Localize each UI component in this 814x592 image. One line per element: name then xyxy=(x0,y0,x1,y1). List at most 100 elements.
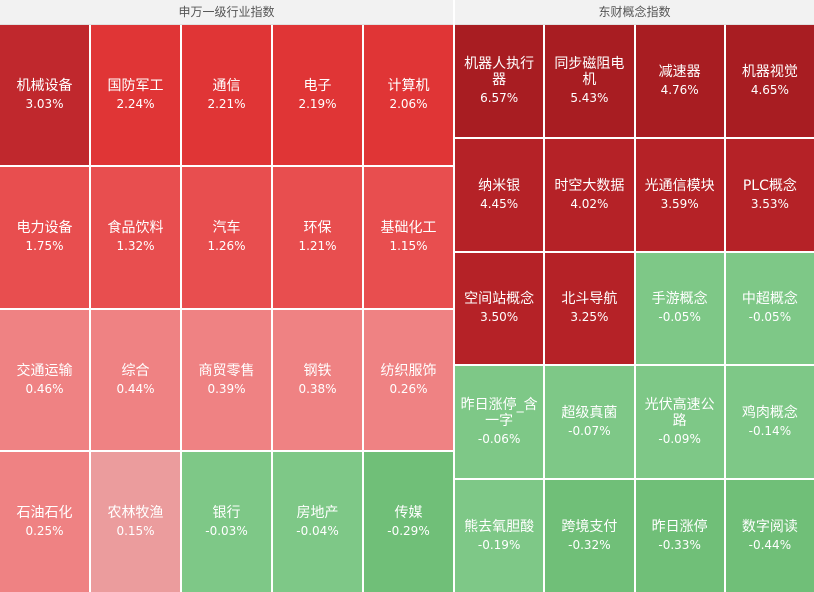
cell-change-percent: -0.32% xyxy=(568,538,611,553)
cell-name: PLC概念 xyxy=(742,177,797,194)
heatmap-cell[interactable]: 鸡肉概念 -0.14% xyxy=(725,366,814,479)
heatmap-cell[interactable]: 基础化工 1.15% xyxy=(364,167,453,308)
heatmap-cell[interactable]: 农林牧渔 0.15% xyxy=(91,451,180,592)
heatmap-cell[interactable]: 商贸零售 0.39% xyxy=(182,309,271,450)
cell-change-percent: 3.59% xyxy=(660,196,699,211)
heatmap-cell[interactable]: 通信 2.21% xyxy=(182,25,271,166)
cell-name: 通信 xyxy=(212,78,241,95)
heatmap-cell[interactable]: 传媒 -0.29% xyxy=(364,451,453,592)
cell-name: 数字阅读 xyxy=(741,519,798,536)
cell-name: 同步磁阻电机 xyxy=(554,55,625,88)
cell-change-percent: -0.07% xyxy=(568,424,611,439)
cell-change-percent: 4.45% xyxy=(480,196,519,211)
cell-name: 空间站概念 xyxy=(464,291,535,308)
cell-name: 光伏高速公路 xyxy=(644,397,715,430)
cell-change-percent: -0.03% xyxy=(205,523,248,538)
cell-change-percent: -0.44% xyxy=(748,538,792,553)
cell-name: 国防军工 xyxy=(107,78,164,95)
cell-change-percent: 1.21% xyxy=(298,239,337,254)
cell-change-percent: -0.05% xyxy=(748,310,792,325)
cell-name: 基础化工 xyxy=(380,220,437,237)
heatmap-cell[interactable]: 综合 0.44% xyxy=(91,309,180,450)
cell-name: 昨日涨停_含一字 xyxy=(460,397,538,430)
heatmap-cell[interactable]: 机械设备 3.03% xyxy=(0,25,89,166)
cell-name: 纺织服饰 xyxy=(380,362,437,379)
heatmap-cell[interactable]: 机器人执行器 6.57% xyxy=(455,25,544,137)
cell-name: 计算机 xyxy=(387,78,430,95)
cell-name: 机器人执行器 xyxy=(464,55,535,88)
cell-name: 农林牧渔 xyxy=(107,504,164,521)
cell-change-percent: 2.06% xyxy=(389,97,428,112)
heatmap-cell[interactable]: 空间站概念 3.50% xyxy=(455,252,544,365)
cell-name: 汽车 xyxy=(212,220,241,237)
heatmap-cell[interactable]: 减速器 4.76% xyxy=(635,25,724,137)
sw-industry-heatmap: 机械设备 3.03% 国防军工 2.24% 通信 2.21% 电子 2.19% 计算机 2.06%… xyxy=(0,25,453,592)
cell-change-percent: 3.50% xyxy=(480,310,519,325)
cell-change-percent: -0.19% xyxy=(477,538,521,553)
heatmap-cell[interactable]: 电子 2.19% xyxy=(273,25,362,166)
heatmap-cell[interactable]: 超级真菌 -0.07% xyxy=(545,366,634,479)
cell-change-percent: 0.46% xyxy=(25,381,64,396)
cell-name: 中超概念 xyxy=(741,291,798,308)
heatmap-cell[interactable]: 光伏高速公路 -0.09% xyxy=(635,366,724,479)
cell-change-percent: 1.32% xyxy=(116,239,155,254)
cell-change-percent: -0.14% xyxy=(748,424,792,439)
heatmap-cell[interactable]: 昨日涨停 -0.33% xyxy=(635,480,724,592)
cell-name: 综合 xyxy=(121,362,150,379)
heatmap-cell[interactable]: 交通运输 0.46% xyxy=(0,309,89,450)
cell-change-percent: 5.43% xyxy=(570,90,609,105)
heatmap-cell[interactable]: 手游概念 -0.05% xyxy=(635,252,724,365)
cell-change-percent: 0.44% xyxy=(116,381,155,396)
heatmap-cell[interactable]: 机器视觉 4.65% xyxy=(725,25,814,137)
heatmap-cell[interactable]: 时空大数据 4.02% xyxy=(545,138,634,251)
cell-name: 减速器 xyxy=(658,63,701,80)
heatmap-cell[interactable]: 汽车 1.26% xyxy=(182,167,271,308)
cell-name: 光通信模块 xyxy=(644,177,715,194)
heatmap-cell[interactable]: 计算机 2.06% xyxy=(364,25,453,166)
heatmap-cell[interactable]: 熊去氧胆酸 -0.19% xyxy=(455,480,544,592)
heatmap-cell[interactable]: 纳米银 4.45% xyxy=(455,138,544,251)
heatmap-cell[interactable]: 中超概念 -0.05% xyxy=(725,252,814,365)
heatmap-cell[interactable]: 纺织服饰 0.26% xyxy=(364,309,453,450)
heatmap-cell[interactable]: 电力设备 1.75% xyxy=(0,167,89,308)
heatmap-cell[interactable]: 国防军工 2.24% xyxy=(91,25,180,166)
cell-name: 跨境支付 xyxy=(561,519,618,536)
cell-name: 时空大数据 xyxy=(554,177,625,194)
cell-change-percent: 1.26% xyxy=(207,239,246,254)
cell-name: 手游概念 xyxy=(651,291,708,308)
cell-name: 熊去氧胆酸 xyxy=(464,519,535,536)
heatmap-cell[interactable]: 钢铁 0.38% xyxy=(273,309,362,450)
cell-name: 传媒 xyxy=(394,504,423,521)
heatmap-cell[interactable]: 跨境支付 -0.32% xyxy=(545,480,634,592)
cell-change-percent: -0.33% xyxy=(658,538,701,553)
cell-name: 机械设备 xyxy=(16,78,73,95)
heatmap-cell[interactable]: PLC概念 3.53% xyxy=(725,138,814,251)
heatmap-cell[interactable]: 昨日涨停_含一字 -0.06% xyxy=(455,366,544,479)
cell-change-percent: 3.25% xyxy=(570,310,609,325)
heatmap-cell[interactable]: 银行 -0.03% xyxy=(182,451,271,592)
sw-industry-title: 申万一级行业指数 xyxy=(0,0,453,25)
heatmap-cell[interactable]: 石油石化 0.25% xyxy=(0,451,89,592)
heatmap-cell[interactable]: 数字阅读 -0.44% xyxy=(725,480,814,592)
cell-change-percent: -0.05% xyxy=(658,310,701,325)
heatmap-cell[interactable]: 同步磁阻电机 5.43% xyxy=(545,25,634,137)
cell-change-percent: 0.38% xyxy=(298,381,337,396)
heatmap-cell[interactable]: 环保 1.21% xyxy=(273,167,362,308)
heatmap-cell[interactable]: 光通信模块 3.59% xyxy=(635,138,724,251)
cell-change-percent: 3.03% xyxy=(25,97,64,112)
concept-title: 东财概念指数 xyxy=(455,0,814,25)
cell-name: 鸡肉概念 xyxy=(741,405,798,422)
cell-name: 银行 xyxy=(212,504,241,521)
heatmap-cell[interactable]: 食品饮料 1.32% xyxy=(91,167,180,308)
heatmap-cell[interactable]: 房地产 -0.04% xyxy=(273,451,362,592)
cell-name: 环保 xyxy=(303,220,332,237)
cell-change-percent: 0.26% xyxy=(389,381,428,396)
heatmap-cell[interactable]: 北斗导航 3.25% xyxy=(545,252,634,365)
sw-industry-panel: 申万一级行业指数 机械设备 3.03% 国防军工 2.24% 通信 2.21% 电子 2.19… xyxy=(0,0,453,592)
cell-change-percent: 0.15% xyxy=(116,523,155,538)
cell-change-percent: -0.09% xyxy=(658,432,701,447)
cell-change-percent: 2.19% xyxy=(298,97,337,112)
cell-change-percent: 0.39% xyxy=(207,381,246,396)
cell-change-percent: -0.06% xyxy=(477,432,521,447)
cell-change-percent: 4.02% xyxy=(570,196,609,211)
